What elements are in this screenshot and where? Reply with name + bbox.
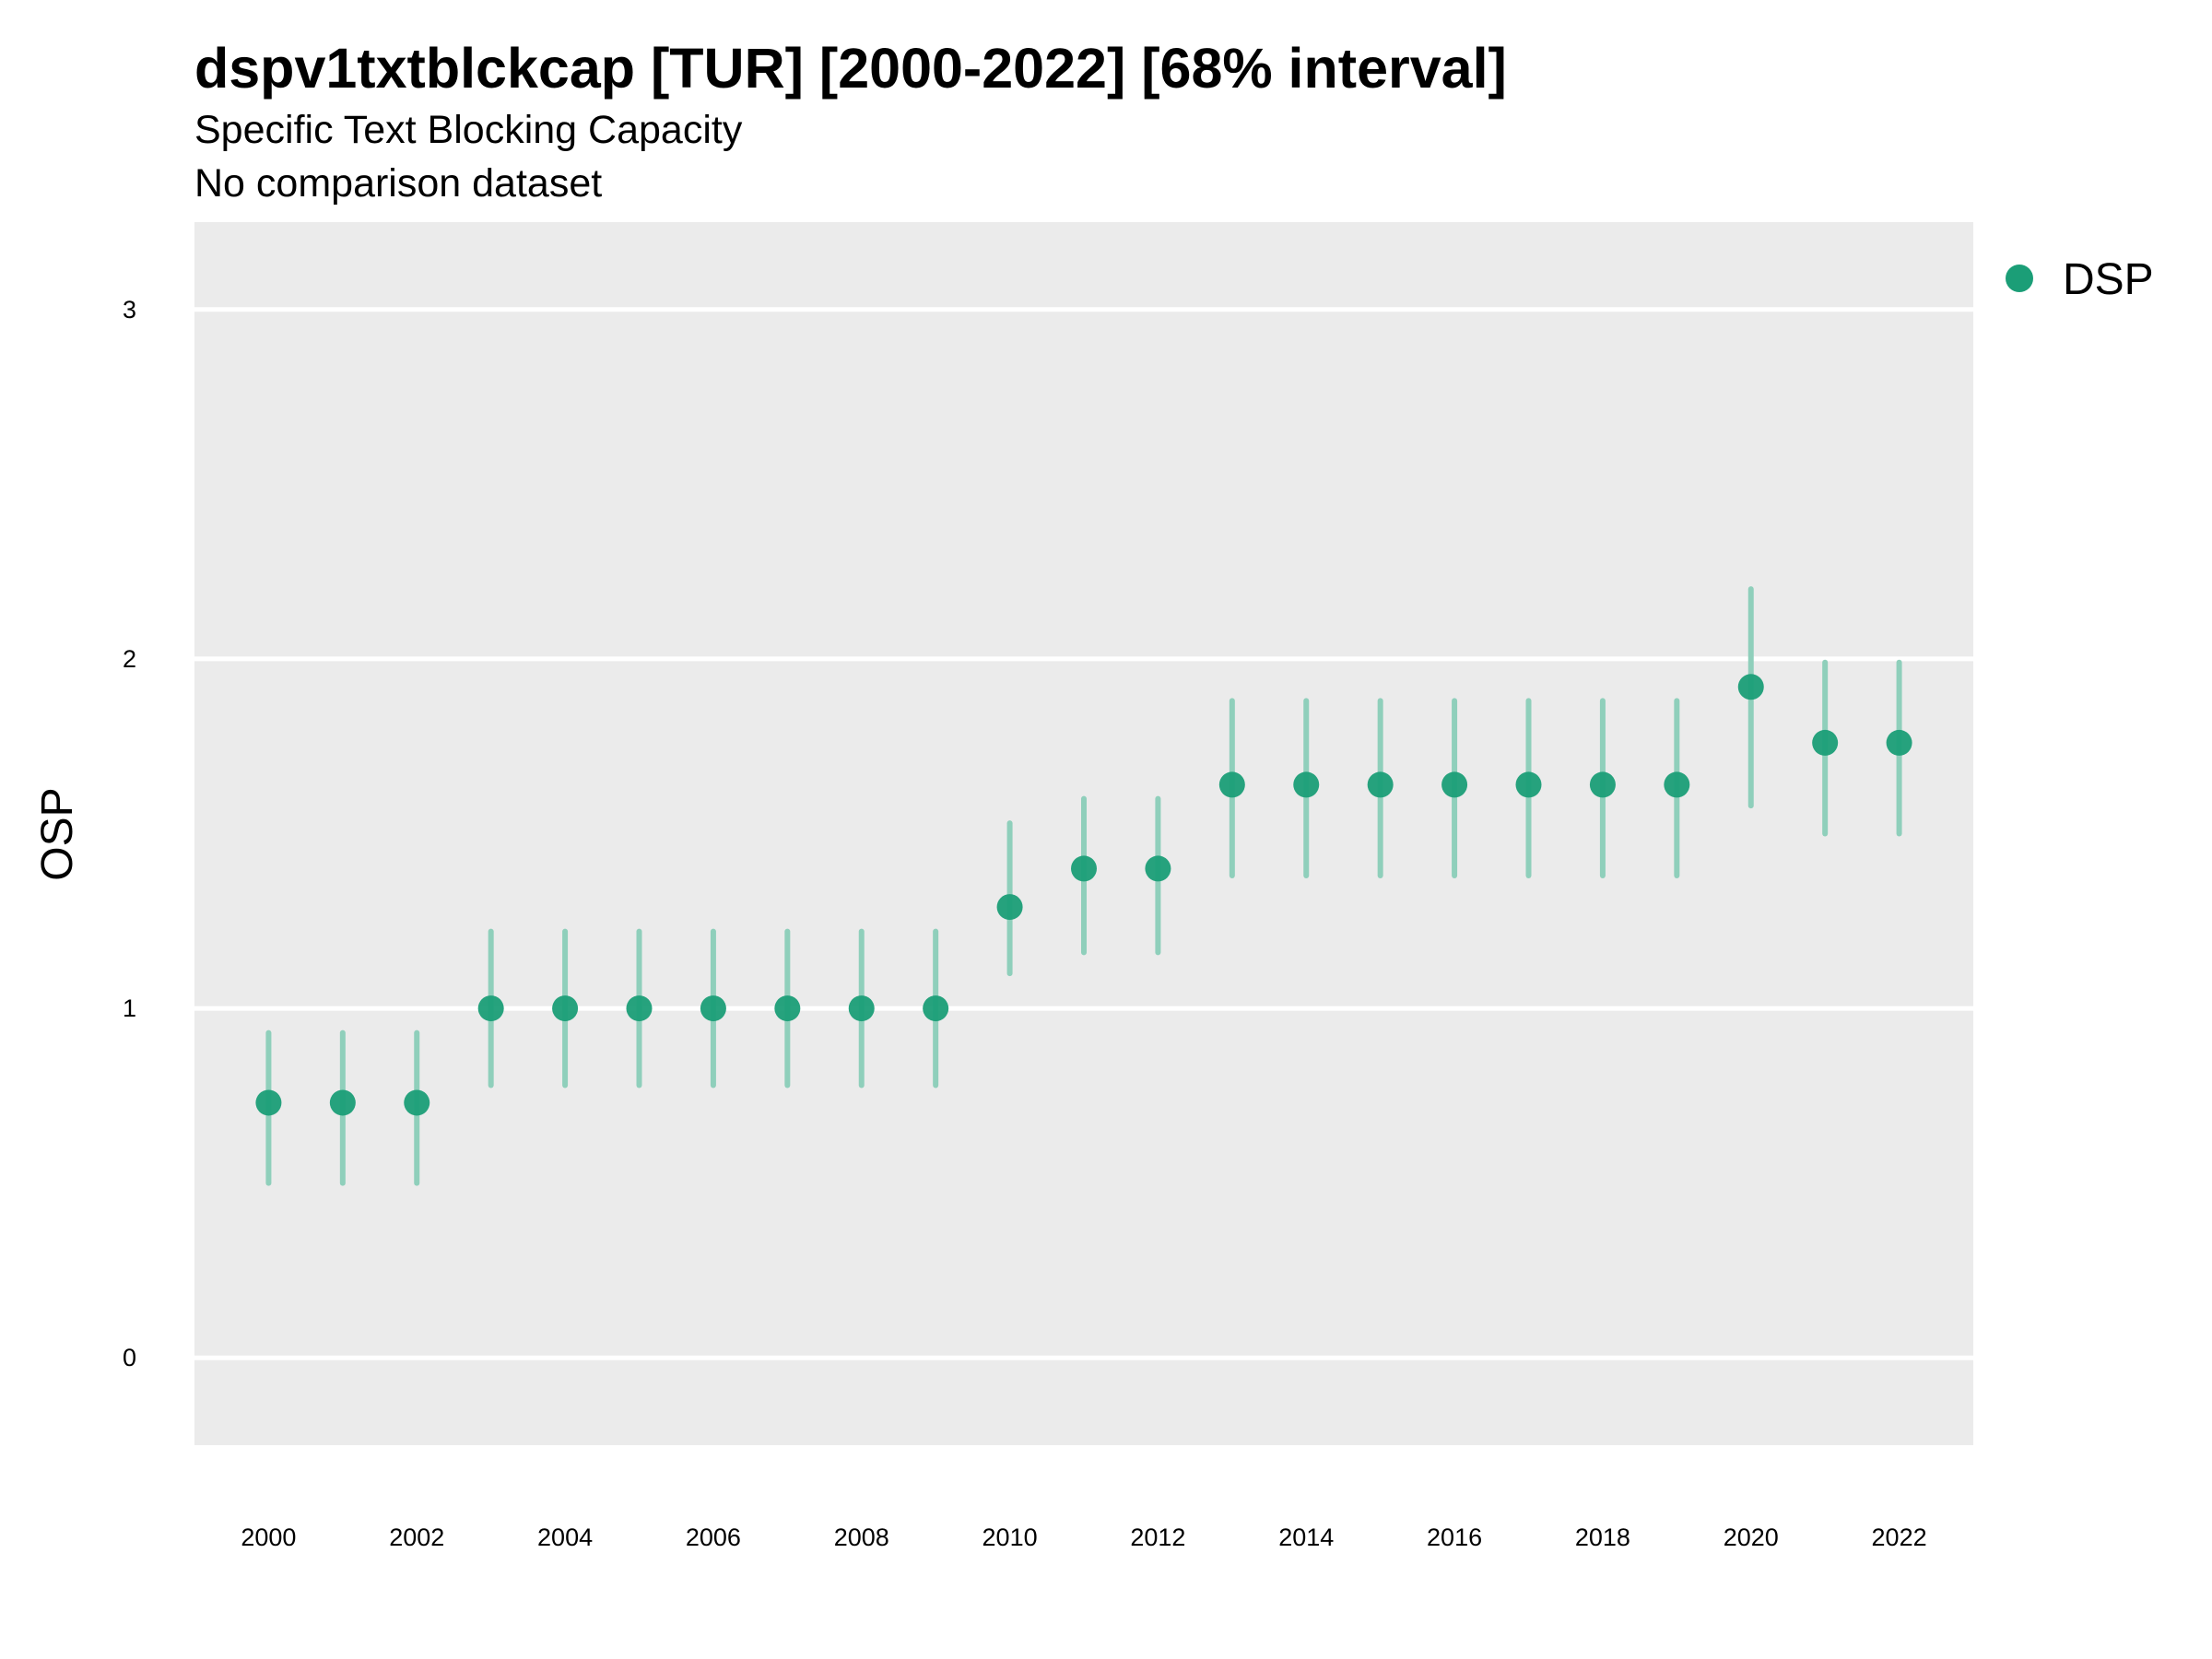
data-point-2022 bbox=[1886, 729, 1912, 756]
x-tick-label-2000: 2000 bbox=[241, 1524, 296, 1551]
x-axis-ticks: 2000 2002 2004 2006 2008 2010 2012 2014 2016 2018… bbox=[241, 1524, 1926, 1551]
data-point-2003 bbox=[477, 995, 504, 1022]
y-tick-label-0: 0 bbox=[123, 1344, 136, 1371]
data-point-2014 bbox=[1293, 771, 1320, 798]
data-point-2018 bbox=[1589, 771, 1616, 798]
legend: DSP bbox=[2006, 255, 2154, 304]
x-tick-label-2010: 2010 bbox=[982, 1524, 1038, 1551]
x-tick-label-2018: 2018 bbox=[1575, 1524, 1630, 1551]
data-point-2008 bbox=[848, 995, 875, 1022]
data-point-2002 bbox=[404, 1089, 430, 1116]
x-tick-label-2014: 2014 bbox=[1278, 1524, 1334, 1551]
y-tick-label-2: 2 bbox=[123, 645, 136, 673]
data-point-2006 bbox=[700, 995, 726, 1022]
x-tick-label-2016: 2016 bbox=[1427, 1524, 1482, 1551]
x-tick-label-2002: 2002 bbox=[389, 1524, 444, 1551]
x-tick-label-2008: 2008 bbox=[834, 1524, 889, 1551]
x-tick-label-2012: 2012 bbox=[1130, 1524, 1185, 1551]
grid-lines bbox=[153, 307, 1973, 1360]
chart-caption: No comparison dataset bbox=[194, 161, 602, 206]
data-point-2004 bbox=[552, 995, 579, 1022]
data-point-2005 bbox=[626, 995, 653, 1022]
data-point-2019 bbox=[1664, 771, 1690, 798]
x-tick-label-2020: 2020 bbox=[1724, 1524, 1779, 1551]
data-points bbox=[255, 674, 1912, 1116]
y-tick-label-1: 1 bbox=[123, 994, 136, 1022]
data-point-2007 bbox=[774, 995, 801, 1022]
data-point-2017 bbox=[1515, 771, 1542, 798]
data-point-2011 bbox=[1071, 855, 1097, 882]
chart-title: dspv1txtblckcap [TUR] [2000-2022] [68% i… bbox=[194, 37, 1507, 100]
data-point-2016 bbox=[1441, 771, 1468, 798]
x-tick-label-2006: 2006 bbox=[686, 1524, 741, 1551]
data-point-2015 bbox=[1367, 771, 1394, 798]
data-point-2013 bbox=[1218, 771, 1245, 798]
data-point-2020 bbox=[1737, 674, 1764, 700]
legend-label-dsp: DSP bbox=[2063, 255, 2154, 304]
y-tick-label-3: 3 bbox=[123, 296, 136, 324]
y-axis-title: OSP bbox=[33, 787, 82, 880]
data-point-2001 bbox=[329, 1089, 356, 1116]
data-point-2009 bbox=[923, 995, 949, 1022]
data-point-2010 bbox=[996, 894, 1023, 921]
chart-subtitle: Specific Text Blocking Capacity bbox=[194, 108, 743, 152]
legend-swatch-dsp bbox=[2006, 265, 2033, 292]
y-axis-ticks: 0 1 2 3 bbox=[123, 296, 136, 1371]
data-point-2021 bbox=[1812, 729, 1839, 756]
x-tick-label-2022: 2022 bbox=[1872, 1524, 1927, 1551]
x-tick-label-2004: 2004 bbox=[537, 1524, 593, 1551]
data-point-2012 bbox=[1145, 855, 1171, 882]
data-point-2000 bbox=[255, 1089, 282, 1116]
